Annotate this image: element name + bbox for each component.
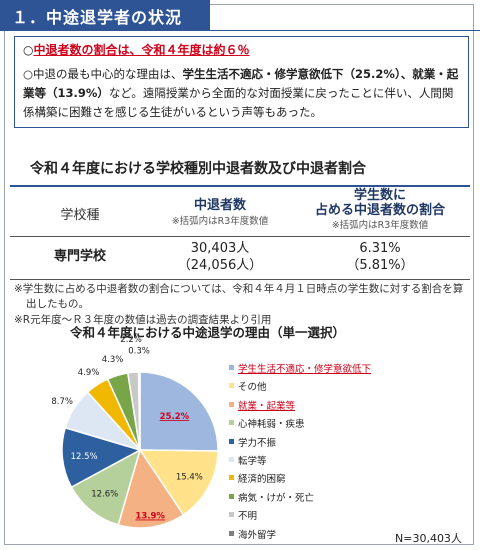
legend-label: 学生生活不適応・修学意欲低下 xyxy=(238,364,372,375)
col-header-school-type: 学校種 xyxy=(40,204,120,223)
legend-swatch xyxy=(229,475,234,481)
legend-item: 学力不振 xyxy=(225,435,445,453)
summary-text-a: ○中退の最も中心的な理由は、 xyxy=(23,67,183,81)
cell-dropouts: 30,403人 （24,056人） xyxy=(150,240,290,274)
legend-label: その他 xyxy=(238,382,267,394)
table-bottom-rule xyxy=(10,279,470,280)
summary-text-b: など。遠隔授業から全面的な対面授業に戻ったことに伴い、人間関係構築に困難さを感じ… xyxy=(23,86,454,119)
legend-item: 心神耗弱・疾患 xyxy=(225,416,445,434)
chart-title: 令和４年度における中途退学の理由（単一選択） xyxy=(70,325,346,340)
col-header-dropouts-text: 中退者数 xyxy=(193,198,246,213)
bullet: ○ xyxy=(23,43,34,57)
chart-legend: 学生生活不適応・修学意欲低下 その他就業・起業等 心神耗弱・疾患 学力不振転学等経済的… xyxy=(225,361,445,545)
header-bar: １．中途退学者の状況 xyxy=(0,0,210,30)
legend-item: 転学等 xyxy=(225,453,445,471)
page-title: １．中途退学者の状況 xyxy=(12,8,183,27)
legend-label: 学力不振 xyxy=(238,437,277,449)
legend-item: その他 xyxy=(225,379,445,397)
col-header-ratio-line2: 占める中退者数の割合 xyxy=(314,203,445,218)
legend-swatch xyxy=(229,383,234,389)
note-1: ※学生数に占める中退者数の割合については、令和４年４月１日時点の学生数に対する割… xyxy=(14,282,469,312)
total-count-label: N=30,403人 xyxy=(395,532,462,545)
note-2: ※R元年度～Ｒ３年度の数値は過去の調査結果より引用 xyxy=(14,314,272,326)
dropout-ratio-highlight: 中退者数の割合は、令和４年度は約６％ xyxy=(33,43,250,57)
legend-swatch xyxy=(229,493,234,499)
legend-swatch xyxy=(229,420,234,426)
legend-item: 海外留学 xyxy=(225,527,445,545)
legend-item: 病気・けが・死亡 xyxy=(225,490,445,508)
note-1-line-1: ※学生数に占める中退者数の割合については、令和４年４月１日時点の学生数に対する割… xyxy=(14,283,464,295)
legend-label: 心神耗弱・疾患 xyxy=(238,419,305,431)
legend-item: 就業・起業等 xyxy=(225,398,445,416)
summary-line-2: ○中退の最も中心的な理由は、学生生活不適応・修学意欲低下（25.2%）、就業・起… xyxy=(23,65,463,122)
table-header-rule xyxy=(10,236,470,237)
slide-frame xyxy=(4,4,474,545)
col-header-dropouts: 中退者数 ※括弧内はR3年度数値 xyxy=(150,194,290,227)
legend-label: 不明 xyxy=(238,511,258,523)
legend-label: 病気・けが・死亡 xyxy=(238,492,315,504)
legend-swatch xyxy=(229,512,234,518)
summary-line-1: ○中退者数の割合は、令和４年度は約６％ xyxy=(23,41,250,58)
legend-swatch xyxy=(229,401,234,407)
legend-item: 学生生活不適応・修学意欲低下 xyxy=(225,361,445,379)
col-header-ratio-sub: ※括弧内はR3年度数値 xyxy=(331,220,429,231)
legend-swatch xyxy=(229,456,234,462)
col-header-school-type-text: 学校種 xyxy=(60,208,100,223)
legend-swatch xyxy=(229,530,234,536)
legend-item: 経済的困窮 xyxy=(225,471,445,489)
cell-ratio: 6.31% （5.81%） xyxy=(305,240,455,274)
col-header-dropouts-sub: ※括弧内はR3年度数値 xyxy=(171,216,269,227)
table-title: 令和４年度における学校種別中退者数及び中退者割合 xyxy=(30,161,366,177)
cell-dropouts-value: 30,403人 xyxy=(190,241,250,256)
cell-ratio-prev: （5.81%） xyxy=(346,258,414,273)
cell-school-type: 専門学校 xyxy=(53,249,106,264)
legend-swatch xyxy=(229,365,234,370)
legend-label: 海外留学 xyxy=(238,529,277,541)
col-header-ratio: 学生数に 占める中退者数の割合 ※括弧内はR3年度数値 xyxy=(295,188,465,233)
cell-dropouts-prev: （24,056人） xyxy=(177,258,263,273)
legend-swatch xyxy=(229,438,234,444)
header-divider xyxy=(0,30,480,31)
note-1-line-2: 出したもの。 xyxy=(26,298,89,310)
legend-label: 転学等 xyxy=(238,455,267,467)
legend-label: 経済的困窮 xyxy=(238,474,286,486)
legend-item: 不明 xyxy=(225,508,445,526)
cell-ratio-value: 6.31% xyxy=(359,241,401,256)
col-header-ratio-line1: 学生数に xyxy=(353,188,406,203)
legend-label: 就業・起業等 xyxy=(238,400,296,412)
table-top-rule xyxy=(10,185,470,187)
summary-text-bold: 学生生活不適応・修学意欲低下（25.2%）、就業・起業等（13.9%） xyxy=(23,67,459,100)
summary-box: ○中退者数の割合は、令和４年度は約６％ ○中退の最も中心的な理由は、学生生活不適… xyxy=(14,36,469,128)
